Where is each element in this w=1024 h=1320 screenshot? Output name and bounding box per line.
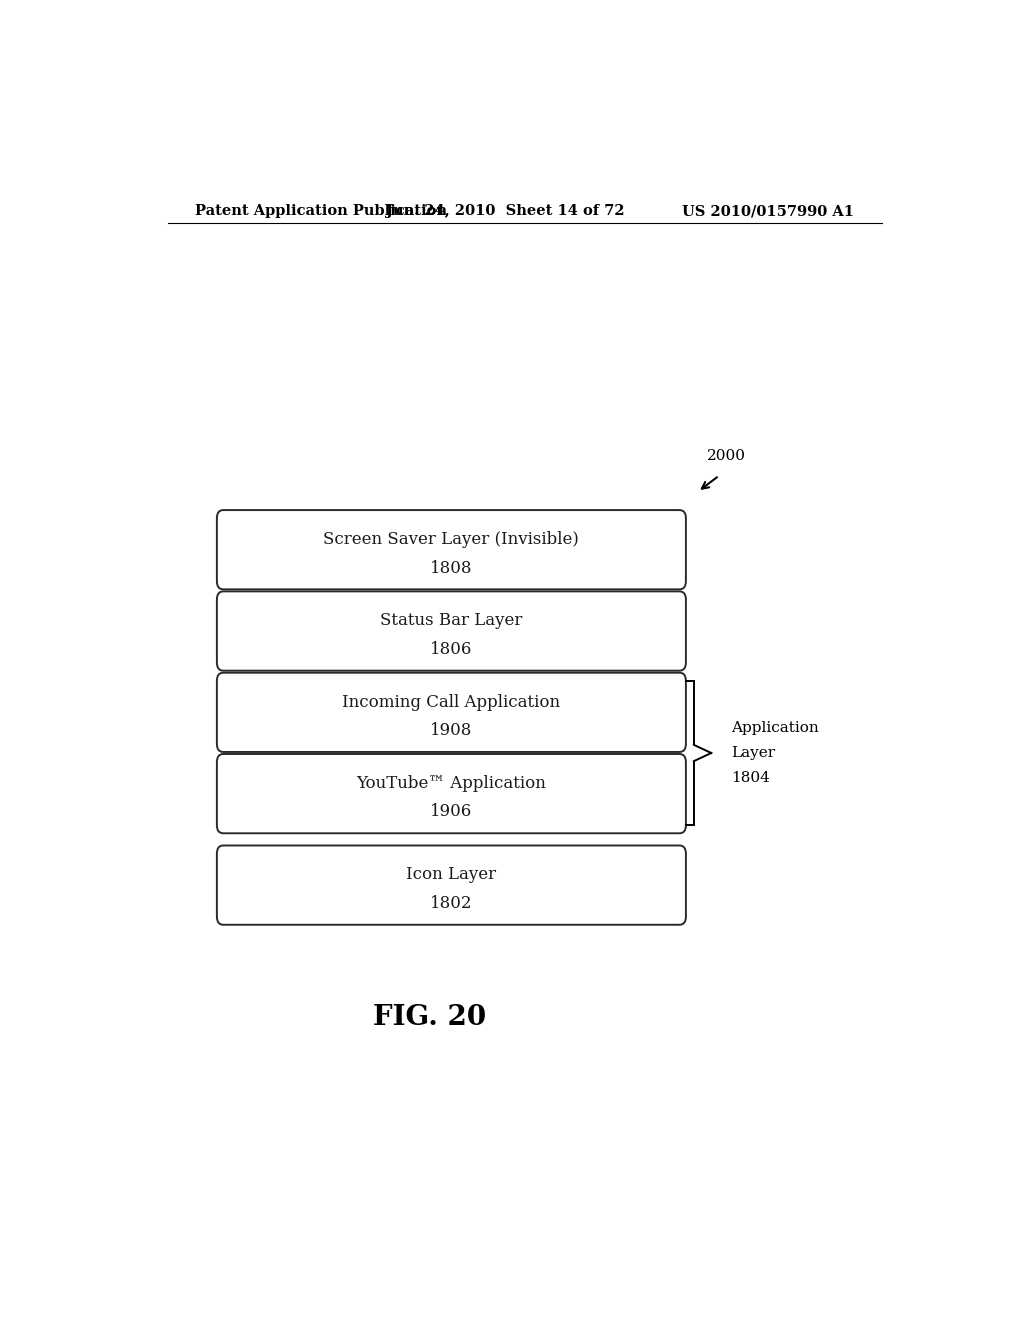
- FancyBboxPatch shape: [217, 510, 686, 589]
- Text: 1806: 1806: [430, 640, 473, 657]
- Text: Screen Saver Layer (Invisible): Screen Saver Layer (Invisible): [324, 531, 580, 548]
- Text: FIG. 20: FIG. 20: [373, 1003, 486, 1031]
- Text: 1908: 1908: [430, 722, 473, 739]
- Text: Patent Application Publication: Patent Application Publication: [196, 205, 447, 218]
- FancyBboxPatch shape: [217, 754, 686, 833]
- FancyBboxPatch shape: [217, 591, 686, 671]
- Text: Status Bar Layer: Status Bar Layer: [380, 612, 522, 630]
- Text: 2000: 2000: [708, 449, 746, 463]
- FancyBboxPatch shape: [217, 846, 686, 925]
- Text: 1808: 1808: [430, 560, 473, 577]
- FancyBboxPatch shape: [217, 673, 686, 752]
- Text: 1804: 1804: [731, 771, 770, 785]
- Text: US 2010/0157990 A1: US 2010/0157990 A1: [682, 205, 854, 218]
- Text: YouTube™ Application: YouTube™ Application: [356, 775, 547, 792]
- Text: Application: Application: [731, 721, 819, 735]
- Text: 1906: 1906: [430, 804, 472, 821]
- Text: Layer: Layer: [731, 746, 775, 760]
- Text: 1802: 1802: [430, 895, 473, 912]
- Text: Incoming Call Application: Incoming Call Application: [342, 694, 560, 710]
- Text: Jun. 24, 2010  Sheet 14 of 72: Jun. 24, 2010 Sheet 14 of 72: [386, 205, 625, 218]
- Text: Icon Layer: Icon Layer: [407, 866, 497, 883]
